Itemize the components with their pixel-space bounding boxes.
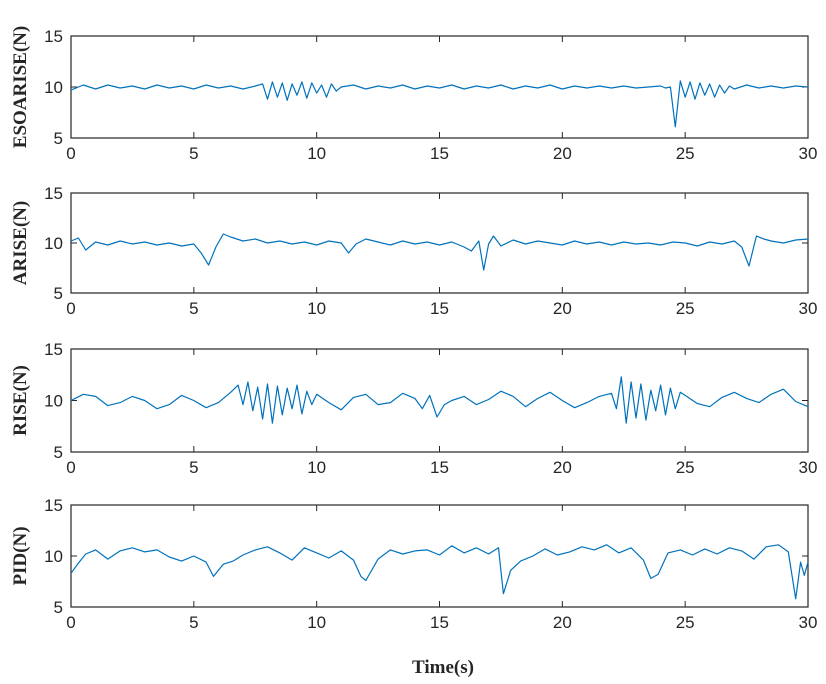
subplot-2-y-tick-label: 5 [54, 284, 63, 303]
subplot-1-y-axis-label: ESOARISE(N) [10, 26, 31, 148]
subplot-3-y-tick-label: 10 [44, 392, 63, 411]
subplot-1-x-tick-label: 30 [799, 144, 818, 163]
subplot-2-x-tick-label: 10 [307, 299, 326, 318]
subplot-2-x-tick-label: 20 [553, 299, 572, 318]
subplot-4-x-tick-label: 15 [430, 613, 449, 632]
subplot-2-x-tick-label: 0 [66, 299, 75, 318]
subplot-3-y-tick-label: 5 [54, 443, 63, 462]
subplot-1-y-tick-label: 15 [44, 27, 63, 46]
subplot-1-x-tick-label: 5 [189, 144, 198, 163]
subplot-1-y-tick-label: 5 [54, 129, 63, 148]
subplot-3-x-tick-label: 10 [307, 458, 326, 477]
subplot-4-y-tick-label: 15 [44, 496, 63, 515]
subplot-2-y-tick-label: 15 [44, 184, 63, 203]
subplot-4-x-tick-label: 0 [66, 613, 75, 632]
subplot-3-x-tick-label: 30 [799, 458, 818, 477]
subplot-2-x-tick-label: 15 [430, 299, 449, 318]
subplot-2-y-tick-label: 10 [44, 234, 63, 253]
subplot-4-y-tick-label: 10 [44, 547, 63, 566]
subplot-3-y-axis-label: RISE(N) [10, 365, 31, 436]
subplot-1-x-tick-label: 20 [553, 144, 572, 163]
subplot-2-x-tick-label: 30 [799, 299, 818, 318]
subplot-4-x-tick-label: 30 [799, 613, 818, 632]
subplot-4-y-tick-label: 5 [54, 598, 63, 617]
subplot-4-x-tick-label: 5 [189, 613, 198, 632]
subplot-3-x-tick-label: 15 [430, 458, 449, 477]
subplot-2-x-tick-label: 5 [189, 299, 198, 318]
subplot-4-axes-box [70, 504, 809, 608]
subplot-1-x-tick-label: 0 [66, 144, 75, 163]
subplot-1-x-tick-label: 25 [676, 144, 695, 163]
subplot-3-x-tick-label: 25 [676, 458, 695, 477]
subplot-3-x-tick-label: 5 [189, 458, 198, 477]
subplot-3-x-tick-label: 20 [553, 458, 572, 477]
subplot-3-axes-box [70, 348, 809, 453]
subplot-1-x-tick-label: 10 [307, 144, 326, 163]
subplot-2-series-line [70, 233, 809, 271]
subplot-4-x-tick-label: 25 [676, 613, 695, 632]
subplot-3-y-tick-label: 15 [44, 340, 63, 359]
subplot-1-series-line [70, 80, 809, 128]
subplot-1-axes-box [70, 35, 809, 139]
subplot-2-y-axis-label: ARISE(N) [10, 201, 31, 285]
subplot-2-axes-box [70, 192, 809, 294]
subplot-3-series-line [70, 376, 809, 424]
subplot-1-y-tick-label: 10 [44, 78, 63, 97]
subplot-4-series-line [70, 544, 809, 600]
subplot-2-x-tick-label: 25 [676, 299, 695, 318]
x-axis-label: Time(s) [412, 657, 474, 678]
subplot-1-x-tick-label: 15 [430, 144, 449, 163]
subplot-4-x-tick-label: 10 [307, 613, 326, 632]
subplot-4-y-axis-label: PID(N) [10, 526, 31, 585]
subplot-4-x-tick-label: 20 [553, 613, 572, 632]
subplot-3-x-tick-label: 0 [66, 458, 75, 477]
